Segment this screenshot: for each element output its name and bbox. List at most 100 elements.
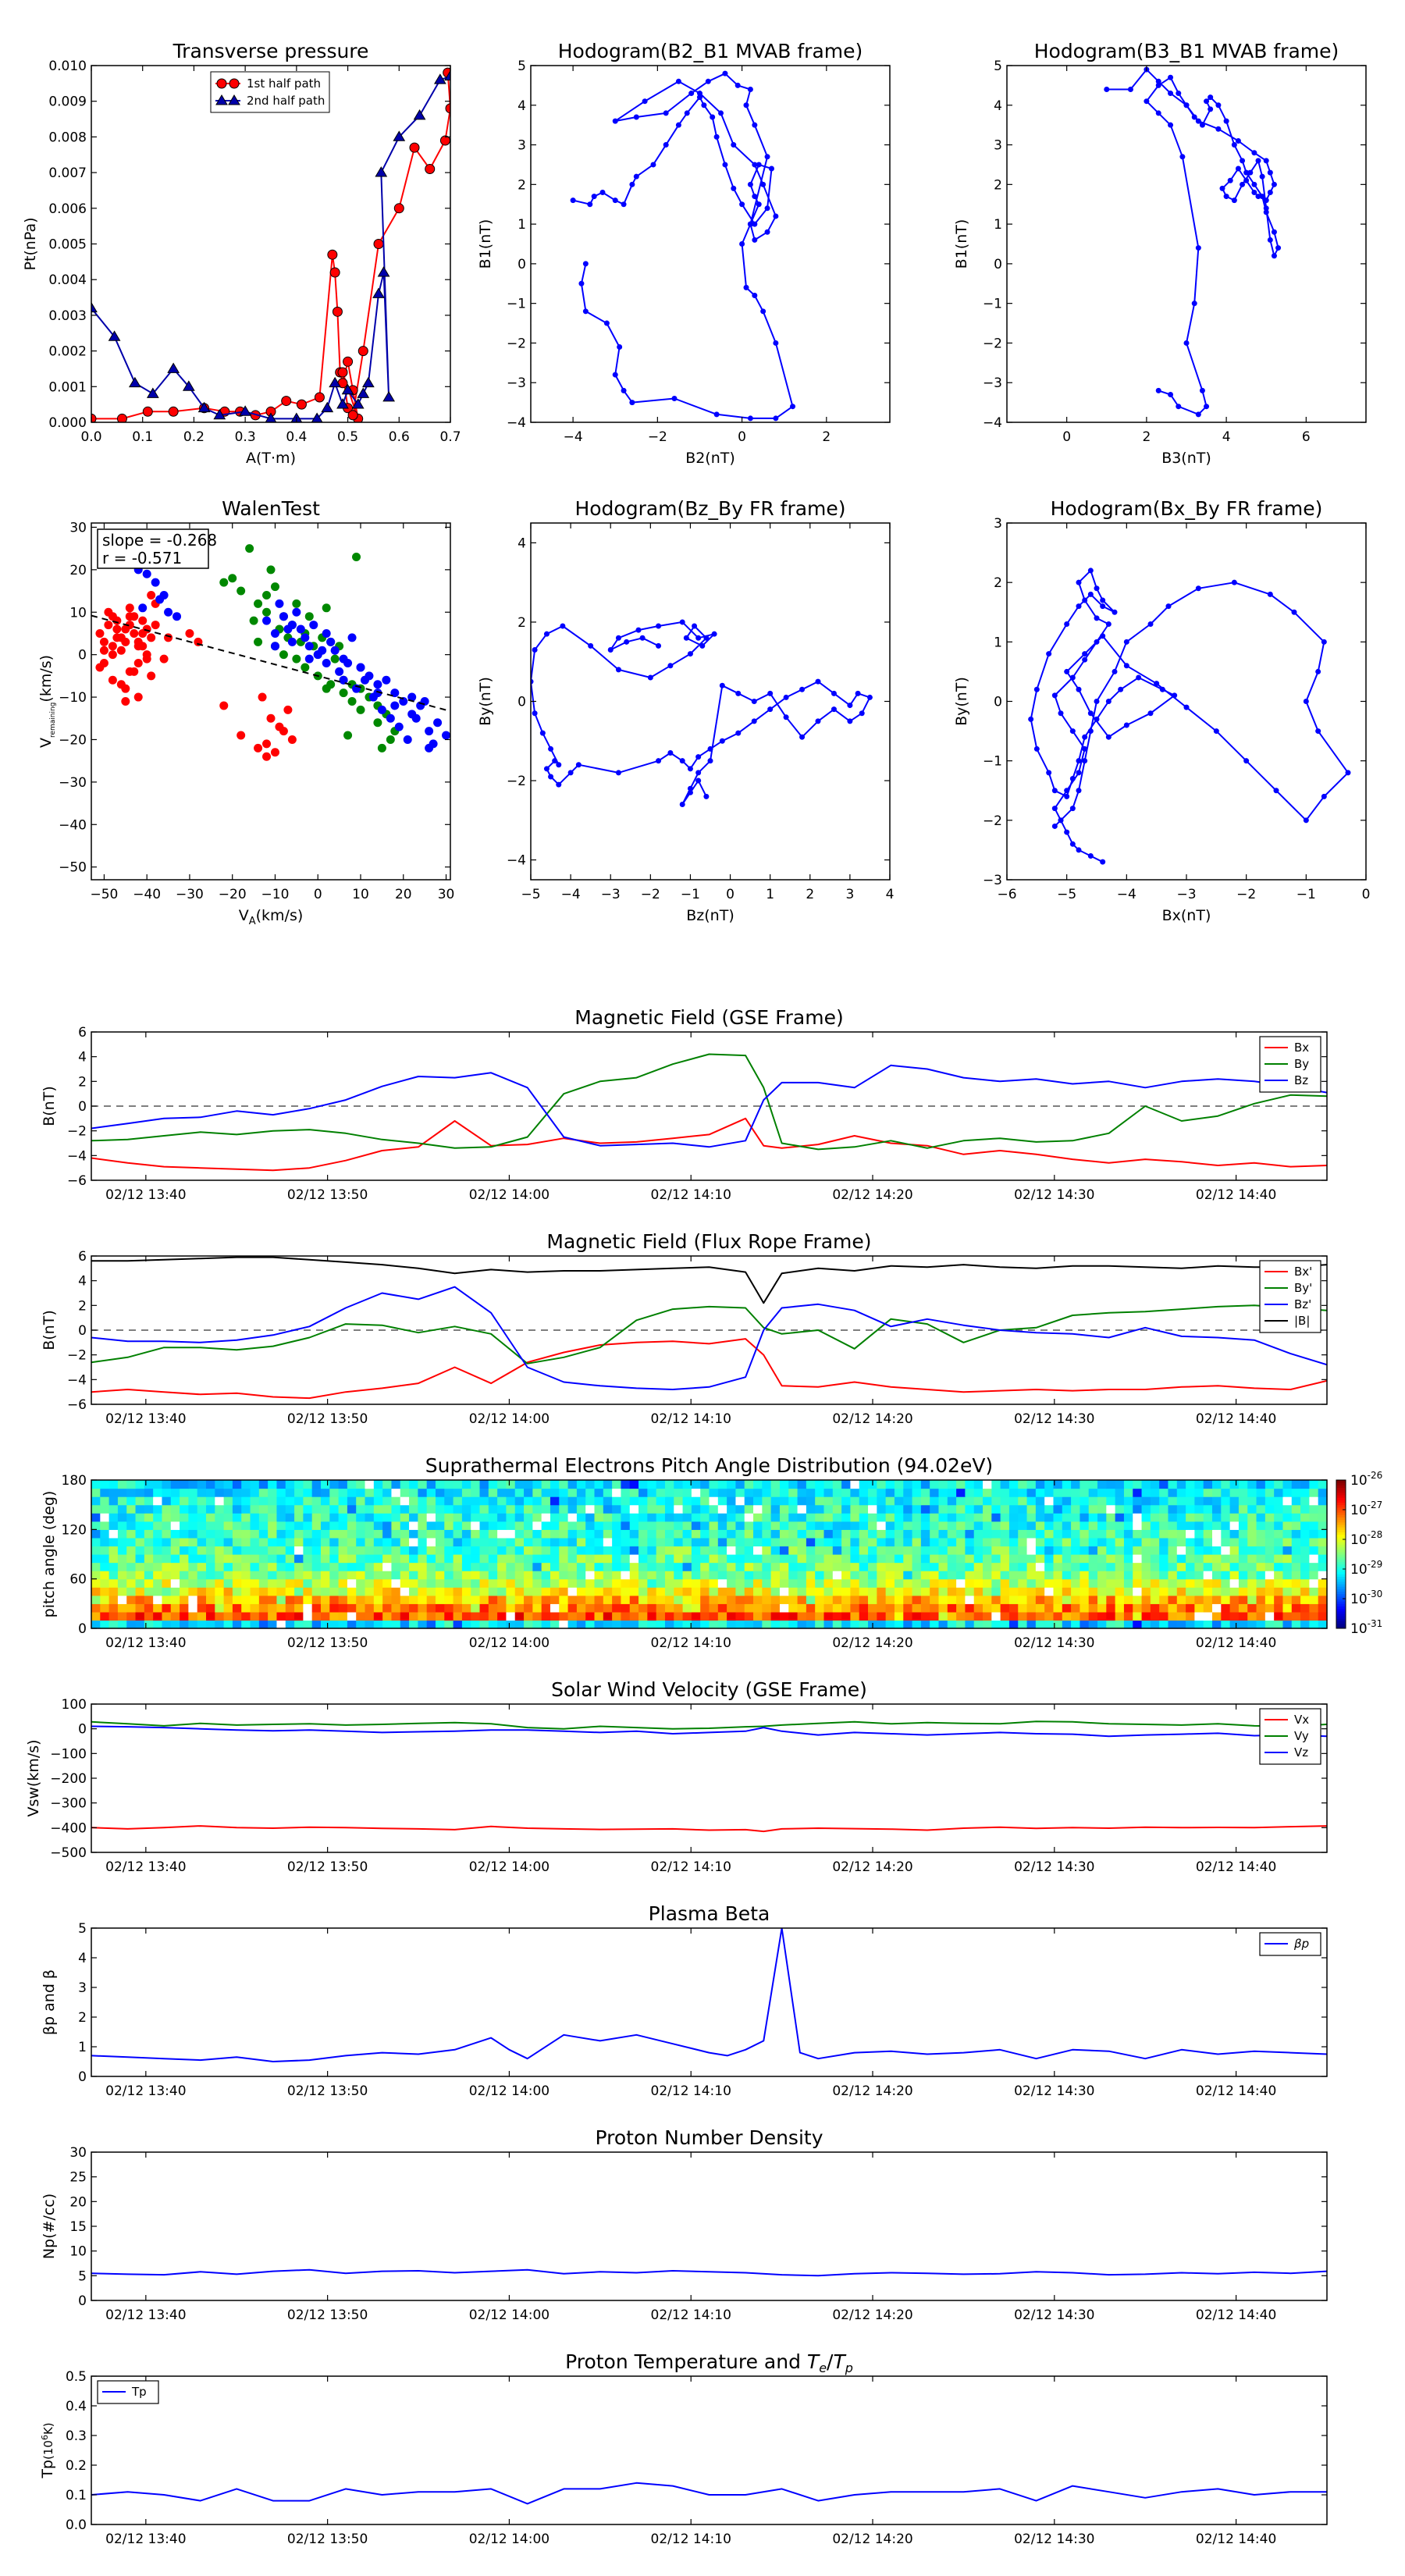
heatmap-cell (806, 1504, 816, 1514)
heatmap-cell (1044, 1562, 1055, 1571)
heatmap-cell (770, 1611, 781, 1621)
chart-title: Magnetic Field (GSE Frame) (574, 1006, 843, 1029)
heatmap-cell (153, 1620, 163, 1629)
heatmap-cell (1282, 1504, 1293, 1514)
heatmap-cell (938, 1521, 948, 1530)
heatmap-cell (1071, 1529, 1080, 1539)
heatmap-cell (1256, 1595, 1266, 1604)
heatmap-cell (1256, 1504, 1266, 1514)
heatmap-cell (197, 1587, 207, 1596)
heatmap-cell (850, 1480, 860, 1489)
heatmap-cell (612, 1571, 622, 1580)
heatmap-cell (1221, 1513, 1231, 1522)
heatmap-cell (391, 1488, 401, 1497)
heatmap-cell (691, 1488, 701, 1497)
data-point (633, 173, 639, 180)
heatmap-cell (903, 1587, 913, 1596)
data-point (91, 301, 98, 313)
heatmap-cell (1008, 1611, 1019, 1621)
heatmap-cell (682, 1480, 692, 1489)
heatmap-cell (585, 1496, 596, 1506)
heatmap-cell (656, 1496, 666, 1506)
heatmap-cell (135, 1571, 145, 1580)
heatmap-cell (258, 1587, 269, 1596)
heatmap-cell (541, 1546, 551, 1555)
heatmap-cell (1238, 1488, 1248, 1497)
heatmap-cell (806, 1488, 816, 1497)
heatmap-cell (1106, 1529, 1116, 1539)
data-point (1215, 102, 1222, 109)
heatmap-cell (223, 1546, 233, 1555)
heatmap-cell (638, 1480, 648, 1489)
heatmap-cell (735, 1595, 745, 1604)
heatmap-cell (1080, 1488, 1090, 1497)
heatmap-cell (541, 1587, 551, 1596)
data-point (1267, 189, 1273, 195)
heatmap-cell (471, 1480, 481, 1489)
heatmap-cell (144, 1562, 154, 1571)
heatmap-cell (479, 1537, 489, 1547)
heatmap-cell (435, 1562, 445, 1571)
heatmap-cell (894, 1554, 904, 1564)
legend-label: Vx (1294, 1713, 1309, 1727)
heatmap-cell (603, 1546, 613, 1555)
data-point (1082, 758, 1088, 764)
heatmap-cell (1176, 1480, 1186, 1489)
heatmap-cell (841, 1587, 852, 1596)
heatmap-cell (117, 1521, 127, 1530)
heatmap-cell (973, 1488, 984, 1497)
heatmap-cell (938, 1529, 948, 1539)
heatmap-cell (400, 1611, 410, 1621)
chart-title: Hodogram(Bz_By FR frame) (574, 497, 845, 520)
heatmap-cell (567, 1562, 578, 1571)
heatmap-cell (815, 1513, 825, 1522)
heatmap-cell (973, 1546, 984, 1555)
heatmap-cell (1256, 1496, 1266, 1506)
data-point (599, 189, 606, 195)
heatmap-cell (674, 1529, 684, 1539)
walen-axes: −50 −40 −30 −20 −10 0 10 20 30−50−40−30−20−10010… (37, 497, 454, 927)
scatter-point (219, 701, 229, 710)
heatmap-cell (1291, 1595, 1301, 1604)
heatmap-cell (241, 1620, 251, 1629)
heatmap-cell (1106, 1537, 1116, 1547)
heatmap-cell (117, 1578, 127, 1588)
heatmap-cell (647, 1480, 657, 1489)
heatmap-cell (285, 1488, 295, 1497)
heatmap-cell (1071, 1578, 1080, 1588)
data-point (575, 762, 582, 768)
heatmap-cell (1229, 1611, 1240, 1621)
heatmap-cell (1229, 1480, 1240, 1489)
heatmap-cell (912, 1571, 922, 1580)
heatmap-cell (1008, 1480, 1019, 1489)
heatmap-cell (285, 1562, 295, 1571)
heatmap-cell (108, 1562, 119, 1571)
heatmap-cell (338, 1603, 348, 1613)
heatmap-cell (815, 1504, 825, 1514)
heatmap-cell (991, 1537, 1001, 1547)
heatmap-cell (268, 1480, 278, 1489)
heatmap-cell (223, 1488, 233, 1497)
heatmap-cell (1044, 1496, 1055, 1506)
colorbar-segment (1336, 1519, 1346, 1523)
heatmap-cell (938, 1587, 948, 1596)
data-point (393, 130, 406, 141)
heatmap-cell (285, 1480, 295, 1489)
heatmap-cell (841, 1611, 852, 1621)
heatmap-cell (1247, 1620, 1257, 1629)
heatmap-cell (461, 1603, 471, 1613)
data-point (773, 415, 779, 422)
colorbar-segment (1336, 1529, 1346, 1532)
heatmap-cell (638, 1546, 648, 1555)
heatmap-cell (1309, 1603, 1319, 1613)
heatmap-cell (585, 1529, 596, 1539)
heatmap-cell (391, 1480, 401, 1489)
data-point (1179, 154, 1186, 160)
heatmap-cell (912, 1611, 922, 1621)
heatmap-cell (418, 1496, 428, 1506)
heatmap-cell (1123, 1571, 1133, 1580)
heatmap-cell (285, 1513, 295, 1522)
heatmap-cell (268, 1562, 278, 1571)
heatmap-cell (727, 1611, 737, 1621)
heatmap-cell (779, 1480, 789, 1489)
